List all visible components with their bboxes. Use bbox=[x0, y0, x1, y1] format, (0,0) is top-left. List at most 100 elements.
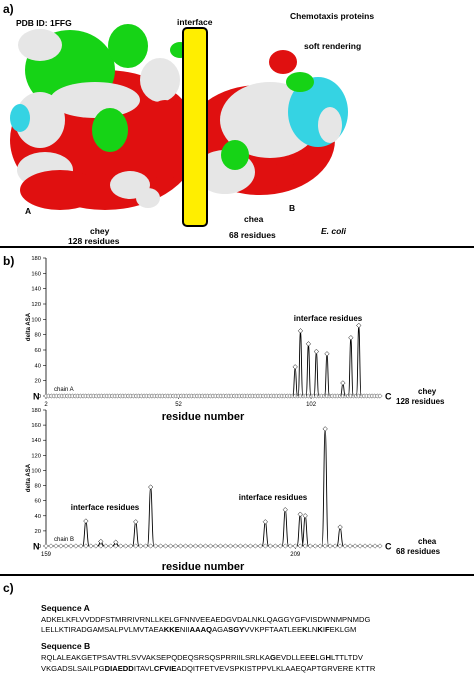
data-point bbox=[297, 511, 303, 517]
y-tick-label: 140 bbox=[31, 438, 41, 444]
baseline-point bbox=[198, 543, 204, 549]
baseline-point bbox=[203, 543, 209, 549]
interface-residue-segment: SGY bbox=[228, 625, 245, 634]
baseline-point bbox=[327, 543, 333, 549]
baseline-point bbox=[68, 543, 74, 549]
data-point bbox=[83, 518, 89, 524]
baseline-point bbox=[103, 543, 109, 549]
y-tick-label: 20 bbox=[35, 529, 41, 535]
baseline-point bbox=[213, 543, 218, 549]
baseline-point bbox=[83, 543, 89, 549]
baseline-point bbox=[342, 543, 348, 549]
baseline-point bbox=[48, 543, 54, 549]
baseline-point bbox=[53, 543, 59, 549]
baseline-point bbox=[322, 543, 328, 549]
baseline-point bbox=[272, 543, 278, 549]
baseline-point bbox=[118, 543, 124, 549]
marker-a: A bbox=[25, 206, 32, 216]
protein-residue-count: 68 residues bbox=[396, 547, 441, 556]
peak-curve bbox=[313, 351, 320, 397]
x-axis-title: residue number bbox=[162, 561, 245, 573]
baseline-point bbox=[193, 543, 199, 549]
sequence-b-title: Sequence B bbox=[41, 641, 91, 651]
interface-residue-segment: G bbox=[269, 653, 276, 662]
baseline-point bbox=[227, 543, 233, 549]
y-tick-label: 100 bbox=[31, 317, 41, 323]
interface-residue-segment: H bbox=[325, 653, 332, 662]
pdb-id: PDB ID: 1FFG bbox=[16, 18, 72, 28]
c-terminus-label: C bbox=[385, 392, 392, 402]
baseline-point bbox=[377, 543, 383, 549]
n-terminus-label: N bbox=[33, 542, 40, 552]
x-tick-label: 2 bbox=[44, 402, 48, 408]
data-point bbox=[282, 507, 288, 513]
y-tick-label: 40 bbox=[35, 514, 41, 520]
panel-label-b: b) bbox=[3, 254, 15, 268]
baseline-point bbox=[292, 543, 298, 549]
baseline-point bbox=[217, 543, 223, 549]
baseline-point bbox=[153, 543, 159, 549]
baseline-point bbox=[98, 543, 104, 549]
sequence-segment: RQLALEAKGETPSAVTRLSVVAKSEPQDEQSRSQSPRRII… bbox=[41, 653, 270, 662]
interface-residue-segment: DIAEDD bbox=[104, 664, 134, 673]
y-tick-label: 0 bbox=[38, 394, 41, 400]
peak-curve bbox=[336, 526, 344, 547]
data-point bbox=[324, 351, 330, 357]
c-terminus-label: C bbox=[385, 542, 392, 552]
delta-asa-charts: 0 20 40 60 80 100 120 140 160 180 delta ASA 2 52 102 N… bbox=[26, 256, 445, 573]
baseline-point bbox=[372, 543, 378, 549]
peak-curve bbox=[147, 486, 155, 547]
chey-residues: 128 residues bbox=[68, 236, 120, 246]
baseline-point bbox=[282, 543, 288, 549]
n-terminus-label: N bbox=[33, 392, 40, 402]
baseline-point bbox=[332, 543, 338, 549]
x-axis-title: residue number bbox=[162, 411, 245, 423]
baseline-point bbox=[257, 543, 263, 549]
baseline-point bbox=[63, 543, 69, 549]
figure-subtitle: soft rendering bbox=[304, 41, 362, 51]
y-tick-label: 80 bbox=[35, 333, 41, 339]
interface-bar bbox=[182, 27, 208, 227]
y-tick-label: 180 bbox=[31, 408, 41, 414]
sequence-segment: EVDLLEE bbox=[275, 653, 311, 662]
chey-surface bbox=[10, 24, 200, 210]
y-tick-label: 100 bbox=[31, 468, 41, 474]
interface-residue-segment: K bbox=[302, 625, 308, 634]
y-tick-label: 160 bbox=[31, 271, 41, 277]
baseline-point bbox=[347, 543, 353, 549]
baseline-point bbox=[163, 543, 169, 549]
baseline-point bbox=[148, 543, 154, 549]
organism-label: E. coli bbox=[321, 226, 347, 236]
x-tick-label: 102 bbox=[306, 402, 317, 408]
chea-residues: 68 residues bbox=[229, 230, 276, 240]
sequence-segment: VKGADSLSAILPG bbox=[41, 664, 105, 673]
data-point bbox=[313, 348, 320, 355]
baseline-point bbox=[307, 543, 313, 549]
data-point bbox=[148, 484, 154, 490]
y-tick-label: 80 bbox=[35, 484, 41, 490]
data-point bbox=[113, 539, 119, 545]
y-tick-label: 120 bbox=[31, 302, 41, 308]
y-tick-label: 140 bbox=[31, 287, 41, 293]
peak-curve bbox=[348, 337, 354, 397]
data-point bbox=[356, 322, 362, 329]
baseline-point bbox=[242, 543, 248, 549]
data-point bbox=[322, 426, 328, 432]
baseline-point bbox=[88, 543, 94, 549]
baseline-point bbox=[168, 543, 174, 549]
baseline-point bbox=[367, 543, 373, 549]
protein-residue-count: 128 residues bbox=[396, 397, 445, 406]
y-tick-label: 20 bbox=[35, 379, 41, 385]
baseline-point bbox=[133, 543, 139, 549]
baseline-point bbox=[357, 543, 363, 549]
sequence-b-line-1: RQLALEAKGETPSAVTRLSVVAKSEPQDEQSRSQSPRRII… bbox=[41, 653, 363, 662]
sequence-segment: LG bbox=[315, 653, 326, 662]
peak-curve bbox=[261, 521, 270, 547]
panel-c: c) Sequence A ADKELKFLVVDDFSTMRRIVRNLLKE… bbox=[0, 577, 474, 700]
baseline-point bbox=[277, 543, 283, 549]
baseline-point bbox=[123, 543, 129, 549]
baseline-point bbox=[232, 543, 238, 549]
data-point bbox=[297, 328, 304, 334]
sequence-segment: AGA bbox=[212, 625, 229, 634]
marker-b: B bbox=[289, 203, 296, 213]
